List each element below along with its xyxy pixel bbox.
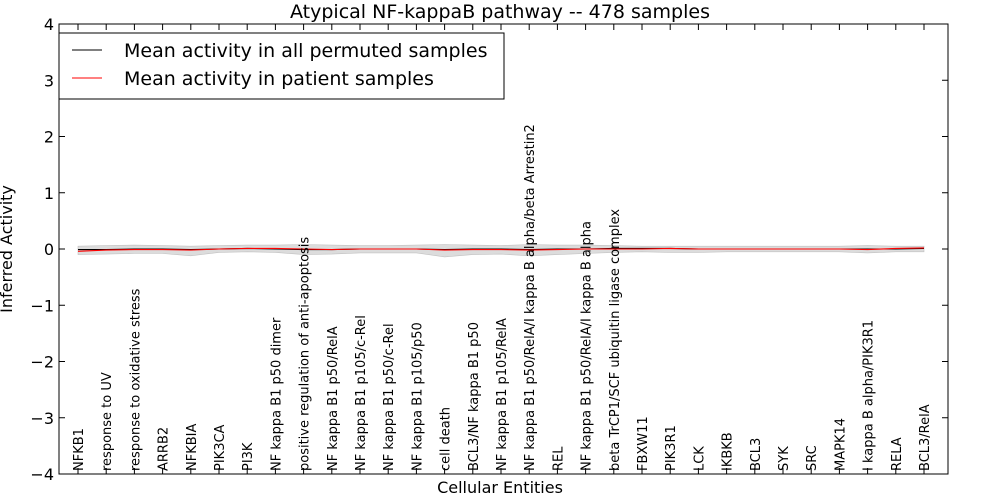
x-tick-label: IKBKB — [721, 432, 736, 471]
x-tick-label: ARRB2 — [157, 427, 172, 471]
y-tick-label: 4 — [44, 15, 54, 34]
x-tick-label: NFKB1 — [72, 428, 87, 471]
x-tick-label: NF kappa B1 p105/RelA — [495, 318, 510, 471]
y-tick-label: 0 — [44, 240, 54, 259]
x-tick-label: SYK — [777, 446, 792, 471]
y-tick-label: −4 — [30, 465, 54, 484]
x-tick-label: response to oxidative stress — [128, 288, 143, 471]
x-tick-label: cell death — [439, 407, 454, 471]
legend-box — [58, 32, 505, 100]
x-tick-label: PIK3R1 — [664, 425, 679, 471]
x-tick-label: response to UV — [100, 372, 115, 471]
x-tick-label: SRC — [805, 445, 820, 471]
y-tick-label: −3 — [30, 409, 54, 428]
x-tick-label: RELA — [890, 437, 905, 471]
legend-label-patient: Mean activity in patient samples — [124, 68, 434, 90]
x-tick-label: beta TrCP1/SCF ubiquitin ligase complex — [608, 209, 623, 471]
series-layer — [77, 247, 925, 252]
x-tick-label: NF kappa B1 p50/RelA — [326, 326, 341, 471]
x-tick-label: REL — [551, 446, 566, 471]
y-tick-label: 1 — [44, 184, 54, 203]
x-tick-label: I kappa B alpha/PIK3R1 — [862, 320, 877, 471]
x-tick-label: MAPK14 — [833, 418, 848, 471]
y-tick-label: 3 — [44, 71, 54, 90]
spread-band — [77, 244, 925, 258]
x-tick-label: NFKBIA — [185, 424, 200, 471]
chart-title: Atypical NF-kappaB pathway -- 478 sample… — [290, 1, 710, 23]
x-tick-label: PI3K — [241, 442, 256, 471]
series-line-1 — [77, 247, 925, 252]
x-tick-label: NF kappa B1 p50 dimer — [269, 317, 284, 471]
x-tick-label: BCL3/RelA — [918, 404, 933, 471]
x-tick-label: NF kappa B1 p105/p50 — [410, 322, 425, 471]
y-tick-label: −1 — [30, 296, 54, 315]
category-labels: NFKB1 response to UV response to oxidative… — [72, 124, 933, 471]
y-axis-title: Inferred Activity — [0, 185, 16, 313]
x-tick-label: PIK3CA — [213, 424, 228, 471]
y-tick-label: −2 — [30, 353, 54, 372]
x-axis — [77, 24, 925, 474]
x-tick-label: NF kappa B1 p50/c-Rel — [382, 323, 397, 471]
x-tick-label: positive regulation of anti-apoptosis — [298, 237, 313, 471]
x-tick-label: FBXW11 — [636, 416, 651, 471]
x-tick-label: NF kappa B1 p50/RelA/I kappa B alpha/bet… — [523, 124, 538, 471]
y-axis: −4 −3 −2 −1 0 1 2 3 4 — [30, 15, 948, 484]
x-axis-title: Cellular Entities — [437, 478, 563, 497]
legend: Mean activity in all permuted samples Me… — [58, 32, 505, 100]
x-tick-label: NF kappa B1 p50/RelA/I kappa B alpha — [580, 221, 595, 471]
x-tick-label: LCK — [692, 446, 707, 471]
band-layer — [77, 244, 925, 258]
x-tick-label: BCL3/NF kappa B1 p50 — [467, 322, 482, 471]
x-tick-label: NF kappa B1 p105/c-Rel — [354, 315, 369, 471]
x-tick-label: BCL3 — [749, 438, 764, 471]
y-tick-label: 2 — [44, 128, 54, 147]
legend-label-permuted: Mean activity in all permuted samples — [124, 40, 487, 62]
